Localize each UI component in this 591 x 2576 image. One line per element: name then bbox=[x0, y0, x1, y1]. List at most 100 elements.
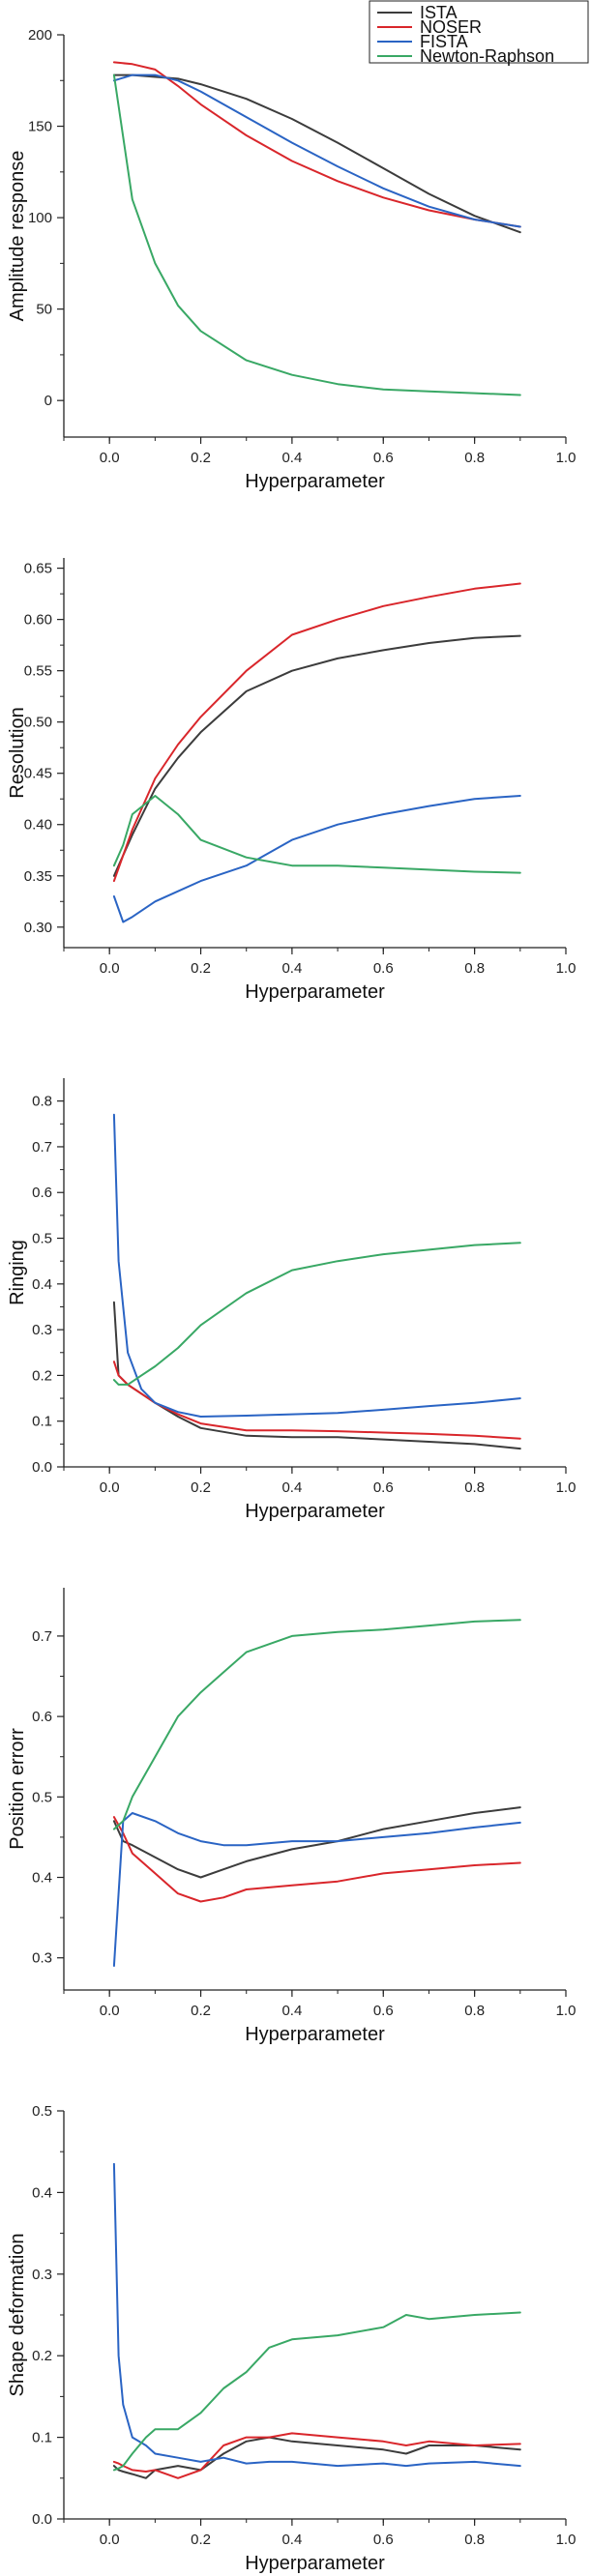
x-tick-label: 0.2 bbox=[191, 1479, 211, 1496]
x-tick-label: 0.8 bbox=[464, 960, 485, 977]
x-tick-label: 0.2 bbox=[191, 2003, 211, 2019]
y-tick-label: 0.0 bbox=[32, 1459, 52, 1476]
y-tick-label: 0.7 bbox=[32, 1139, 52, 1156]
x-tick-label: 0.8 bbox=[464, 2003, 485, 2019]
y-tick-label: 0.4 bbox=[32, 1276, 52, 1293]
x-tick-label: 0.2 bbox=[191, 450, 211, 466]
x-axis-title: Hyperparameter bbox=[245, 981, 385, 1003]
x-tick-label: 0.6 bbox=[373, 2532, 394, 2548]
series-line-noser bbox=[112, 582, 521, 883]
series-line-ista bbox=[112, 1301, 521, 1450]
legend-label: Newton-Raphson bbox=[420, 46, 554, 66]
chart-panel-2: 0.0 0.2 0.4 0.6 0.8 1.0 0.30 0.35 0.40 0.45 0.50 0.… bbox=[7, 558, 576, 1003]
y-tick-label: 0.6 bbox=[32, 1185, 52, 1201]
series-line-fista bbox=[112, 73, 521, 228]
x-tick-label: 1.0 bbox=[556, 450, 576, 466]
x-tick-label: 0.8 bbox=[464, 2532, 485, 2548]
y-tick-label: 0.6 bbox=[32, 1709, 52, 1725]
x-tick-label: 0.0 bbox=[100, 2532, 120, 2548]
x-tick-label: 0.0 bbox=[100, 960, 120, 977]
series-line-newton-raphson bbox=[112, 2311, 521, 2472]
series-line-fista bbox=[112, 2162, 521, 2468]
series-line-ista bbox=[112, 634, 521, 877]
x-tick-label: 0.4 bbox=[281, 960, 302, 977]
series-line-noser bbox=[112, 2432, 521, 2479]
y-tick-label: 0.8 bbox=[32, 1094, 52, 1110]
y-axis-title: Position errorr bbox=[7, 1728, 28, 1850]
y-tick-label: 0.3 bbox=[32, 1322, 52, 1338]
y-tick-label: 0.5 bbox=[32, 1789, 52, 1805]
legend-label: NOSER bbox=[420, 17, 482, 37]
series-line-fista bbox=[112, 1812, 521, 1967]
series-line-newton-raphson bbox=[112, 73, 521, 396]
y-tick-label: 0.3 bbox=[32, 1950, 52, 1967]
x-tick-label: 0.4 bbox=[281, 2532, 302, 2548]
y-tick-label: 150 bbox=[28, 119, 52, 135]
y-tick-label: 200 bbox=[28, 27, 52, 44]
x-tick-label: 0.6 bbox=[373, 960, 394, 977]
x-tick-label: 0.6 bbox=[373, 1479, 394, 1496]
x-tick-label: 0.0 bbox=[100, 450, 120, 466]
y-tick-label: 100 bbox=[28, 210, 52, 226]
series-line-ista bbox=[112, 2436, 521, 2479]
x-axis-title: Hyperparameter bbox=[245, 2024, 385, 2045]
y-tick-label: 0.3 bbox=[32, 2267, 52, 2283]
x-tick-label: 0.6 bbox=[373, 450, 394, 466]
x-tick-label: 0.8 bbox=[464, 1479, 485, 1496]
series-line-newton-raphson bbox=[112, 1242, 521, 1386]
y-axis-title: Amplitude response bbox=[7, 151, 28, 322]
x-tick-label: 0.6 bbox=[373, 2003, 394, 2019]
y-tick-label: 0.1 bbox=[32, 1414, 52, 1430]
y-tick-label: 0.0 bbox=[32, 2511, 52, 2528]
y-tick-label: 0.30 bbox=[24, 920, 52, 936]
legend-label: FISTA bbox=[420, 32, 468, 51]
y-axis-title: Resolution bbox=[7, 707, 28, 799]
series-line-noser bbox=[112, 1361, 521, 1440]
y-tick-label: 0.35 bbox=[24, 868, 52, 885]
x-tick-label: 1.0 bbox=[556, 2003, 576, 2019]
series-line-ista bbox=[112, 73, 521, 234]
x-tick-label: 1.0 bbox=[556, 2532, 576, 2548]
y-tick-label: 0.4 bbox=[32, 1870, 52, 1887]
y-tick-label: 0.2 bbox=[32, 1367, 52, 1384]
y-tick-label: 0.45 bbox=[24, 766, 52, 782]
x-tick-label: 0.8 bbox=[464, 450, 485, 466]
x-tick-label: 1.0 bbox=[556, 1479, 576, 1496]
y-tick-label: 0.5 bbox=[32, 2103, 52, 2120]
x-tick-label: 0.0 bbox=[100, 1479, 120, 1496]
series-line-fista bbox=[112, 1113, 521, 1418]
series-line-newton-raphson bbox=[112, 1619, 521, 1830]
x-axis-title: Hyperparameter bbox=[245, 1501, 385, 1522]
x-tick-label: 0.4 bbox=[281, 1479, 302, 1496]
x-tick-label: 1.0 bbox=[556, 960, 576, 977]
y-tick-label: 0.60 bbox=[24, 612, 52, 629]
y-tick-label: 0.65 bbox=[24, 561, 52, 577]
x-tick-label: 0.2 bbox=[191, 2532, 211, 2548]
y-tick-label: 50 bbox=[36, 302, 52, 318]
x-axis-title: Hyperparameter bbox=[245, 471, 385, 492]
y-tick-label: 0.1 bbox=[32, 2430, 52, 2446]
y-tick-label: 0.5 bbox=[32, 1231, 52, 1247]
y-tick-label: 0.4 bbox=[32, 2184, 52, 2201]
legend-box bbox=[369, 0, 589, 64]
y-tick-label: 0.7 bbox=[32, 1628, 52, 1645]
series-line-newton-raphson bbox=[112, 795, 521, 874]
chart-panel-3: 0.0 0.2 0.4 0.6 0.8 1.0 0.0 0.1 0.2 0.3 0.4 0.5 0.6 0… bbox=[7, 1078, 576, 1522]
y-tick-label: 0.55 bbox=[24, 663, 52, 680]
x-tick-label: 0.4 bbox=[281, 450, 302, 466]
x-tick-label: 0.4 bbox=[281, 2003, 302, 2019]
y-tick-label: 0.2 bbox=[32, 2348, 52, 2364]
series-line-ista bbox=[112, 1806, 521, 1879]
series-line-noser bbox=[112, 1816, 521, 1903]
y-tick-label: 0 bbox=[44, 393, 52, 409]
chart-panel-5: 0.0 0.2 0.4 0.6 0.8 1.0 0.0 0.1 0.2 0.3 0.4 0.5 Hype… bbox=[7, 2103, 576, 2574]
chart-panel-1: 0.0 0.2 0.4 0.6 0.8 1.0 0 50 100 150 200 Hyperparam… bbox=[7, 27, 576, 492]
y-axis-title: Shape deformation bbox=[7, 2233, 28, 2396]
chart-panel-4: 0.0 0.2 0.4 0.6 0.8 1.0 0.3 0.4 0.5 0.6 0.7 Hyperpa… bbox=[7, 1588, 576, 2045]
x-tick-label: 0.0 bbox=[100, 2003, 120, 2019]
legend-label: ISTA bbox=[420, 3, 458, 22]
x-axis-title: Hyperparameter bbox=[245, 2553, 385, 2574]
y-tick-label: 0.50 bbox=[24, 715, 52, 731]
